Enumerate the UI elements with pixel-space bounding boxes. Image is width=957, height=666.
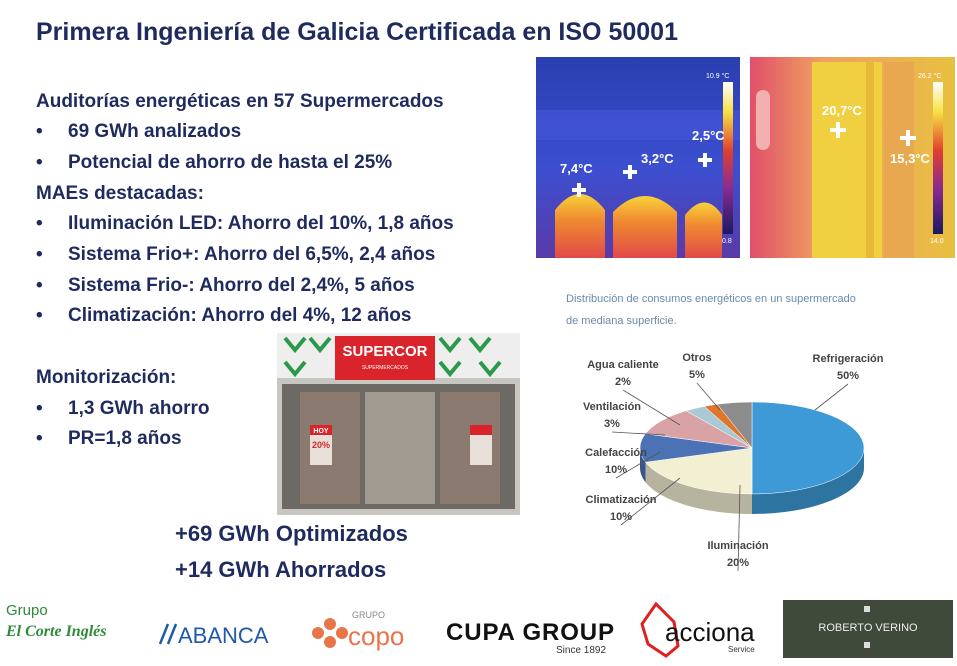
pie-label: Agua caliente — [587, 359, 659, 371]
bullet: • — [36, 152, 43, 173]
pie-value: 2% — [615, 376, 631, 388]
pie-side — [752, 448, 864, 514]
pie-title: Distribución de consumos energéticos en … — [566, 293, 856, 305]
leader-line — [737, 484, 741, 572]
bullet-text: Potencial de ahorro de hasta el 25% — [68, 152, 392, 173]
leader-line — [814, 383, 849, 411]
heading: Auditorías energéticas en 57 Supermercad… — [36, 91, 444, 112]
logo-text: ABANCA — [178, 623, 269, 648]
leader-line — [611, 431, 666, 436]
bullet-text: Sistema Frio-: Ahorro del 2,4%, 5 años — [68, 275, 415, 296]
store-subsign: SUPERMERCADOS — [362, 365, 409, 371]
logo-text: Service — [728, 645, 755, 654]
pie-label: Iluminación — [707, 540, 768, 552]
pie-slice — [716, 401, 753, 449]
temp-label: 2,5°C — [692, 128, 725, 143]
pie-value: 3% — [604, 418, 620, 430]
thermal-image: 10.9 °C 0.8 7,4°C 3,2°C 2,5°C — [536, 57, 740, 258]
temp-label: 3,2°C — [641, 151, 674, 166]
bullet: • — [36, 121, 43, 142]
scale-label: 0.8 — [722, 238, 732, 245]
temp-label: 7,4°C — [560, 161, 593, 176]
pie-side — [640, 448, 646, 483]
logo-text: CUPA GROUP — [446, 619, 614, 646]
pie-slice — [645, 447, 753, 495]
heading: Monitorización: — [36, 367, 176, 388]
pie-value: 10% — [605, 464, 627, 476]
pie-title: de mediana superficie. — [566, 315, 677, 327]
pie-label: Otros — [682, 352, 711, 364]
bullet: • — [36, 213, 43, 234]
pie-value: 5% — [689, 369, 705, 381]
pie-label: Climatización — [586, 494, 657, 506]
bullet-text: Iluminación LED: Ahorro del 10%, 1,8 año… — [68, 213, 454, 234]
bullet: • — [36, 275, 43, 296]
poster-text: 20% — [312, 440, 330, 450]
pie-slice — [751, 401, 865, 495]
result: +69 GWh Optimizados — [175, 521, 408, 546]
leader-line — [615, 451, 661, 479]
scale-label: 14.0 — [930, 238, 944, 245]
logo-text: GRUPO — [352, 610, 385, 620]
thermal-image: 26.2 °C 14.0 20,7°C 15,3°C — [750, 57, 955, 258]
result: +14 GWh Ahorrados — [175, 557, 386, 582]
bullet-text: PR=1,8 años — [68, 428, 182, 449]
pie-side — [645, 462, 752, 514]
bullet-text: 69 GWh analizados — [68, 121, 241, 142]
leader-line — [620, 477, 681, 526]
temp-label: 20,7°C — [822, 103, 863, 118]
logo-text: acciona — [665, 617, 755, 647]
logos: Grupo El Corte Inglés ABANCA GRUPO copo … — [5, 600, 953, 658]
bullet: • — [36, 428, 43, 449]
pie-label: Ventilación — [583, 401, 641, 413]
bullet: • — [36, 305, 43, 326]
pie-value: 20% — [727, 557, 749, 569]
temp-label: 15,3°C — [890, 151, 931, 166]
scale-label: 10.9 °C — [706, 72, 729, 80]
pie-value: 10% — [610, 511, 632, 523]
pie-value: 50% — [837, 370, 859, 382]
pie-chart: Distribución de consumos energéticos en … — [566, 293, 884, 572]
bullet: • — [36, 398, 43, 419]
store-sign: SUPERCOR — [342, 343, 427, 360]
bullet-text: 1,3 GWh ahorro — [68, 398, 209, 419]
text-block: Auditorías energéticas en 57 Supermercad… — [36, 91, 454, 449]
scale-label: 26.2 °C — [918, 72, 941, 80]
store-photo: SUPERCOR SUPERMERCADOS HOY 20% — [277, 333, 520, 515]
pie-label: Refrigeración — [813, 353, 884, 365]
logo-text: El Corte Inglés — [5, 623, 106, 640]
leader-line — [622, 389, 681, 426]
logo-text: Grupo — [6, 602, 48, 619]
title: Primera Ingeniería de Galicia Certificad… — [36, 18, 678, 46]
logo-text: Since 1892 — [556, 645, 606, 656]
heading: MAEs destacadas: — [36, 183, 204, 204]
bullet-text: Sistema Frio+: Ahorro del 6,5%, 2,4 años — [68, 244, 435, 265]
bullet-text: Climatización: Ahorro del 4%, 12 años — [68, 305, 411, 326]
pie-label: Calefacción — [585, 447, 647, 459]
bullet: • — [36, 244, 43, 265]
leader-line — [696, 382, 721, 411]
poster-text: HOY — [313, 428, 329, 435]
logo-text: ROBERTO VERINO — [818, 622, 918, 634]
logo-text: copo — [348, 621, 404, 651]
